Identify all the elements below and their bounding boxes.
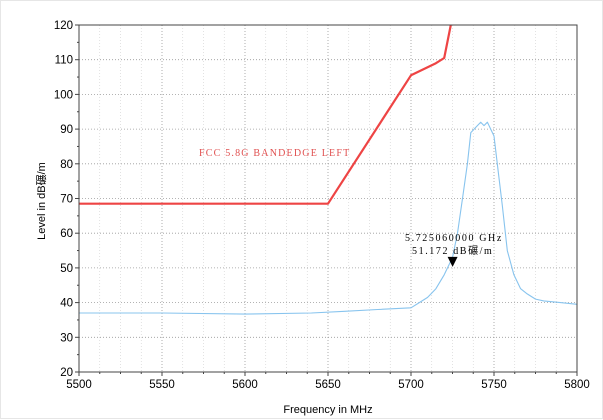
plot-border [78, 24, 578, 373]
x-tick-label: 5600 [232, 379, 258, 391]
limit-line-series [79, 24, 452, 205]
marker-point [447, 256, 458, 267]
y-tick-label: 90 [60, 124, 73, 136]
marker-frequency-label: 5.725060000 GHz [405, 233, 503, 244]
series-layer [79, 24, 578, 315]
limit-line-label: FCC 5.8G BANDEDGE LEFT [199, 148, 350, 159]
x-tick-label: 5750 [481, 379, 507, 391]
measured-trace-series [79, 121, 578, 315]
y-tick-label: 110 [55, 55, 73, 67]
marker-layer [447, 256, 458, 267]
y-tick-label: 40 [60, 298, 73, 310]
x-tick-label: 5500 [66, 379, 92, 391]
y-tick-label: 60 [60, 228, 73, 240]
x-tick-label: 5700 [398, 379, 424, 391]
x-axis-title: Frequency in MHz [283, 404, 372, 416]
y-tick-label: 120 [54, 20, 73, 32]
y-tick-label: 80 [60, 159, 73, 171]
x-tick-labels: 5500 5550 5600 5650 5700 5750 5800 [66, 379, 590, 391]
y-tick-label: 30 [60, 332, 73, 344]
grid [79, 25, 577, 372]
marker-level-label: 51.172 dB碾/m [412, 245, 493, 257]
y-tick-label: 50 [60, 263, 73, 275]
y-tick-labels: 20 30 40 50 60 70 80 90 100 110 120 [54, 20, 73, 379]
y-tick-label: 20 [60, 367, 73, 379]
x-tick-label: 5550 [149, 379, 175, 391]
x-tick-label: 5800 [564, 379, 590, 391]
x-tick-label: 5650 [315, 379, 341, 391]
y-axis-title: Level in dB碾/m [35, 162, 48, 240]
y-tick-label: 70 [60, 194, 73, 206]
y-tick-label: 100 [54, 89, 73, 101]
